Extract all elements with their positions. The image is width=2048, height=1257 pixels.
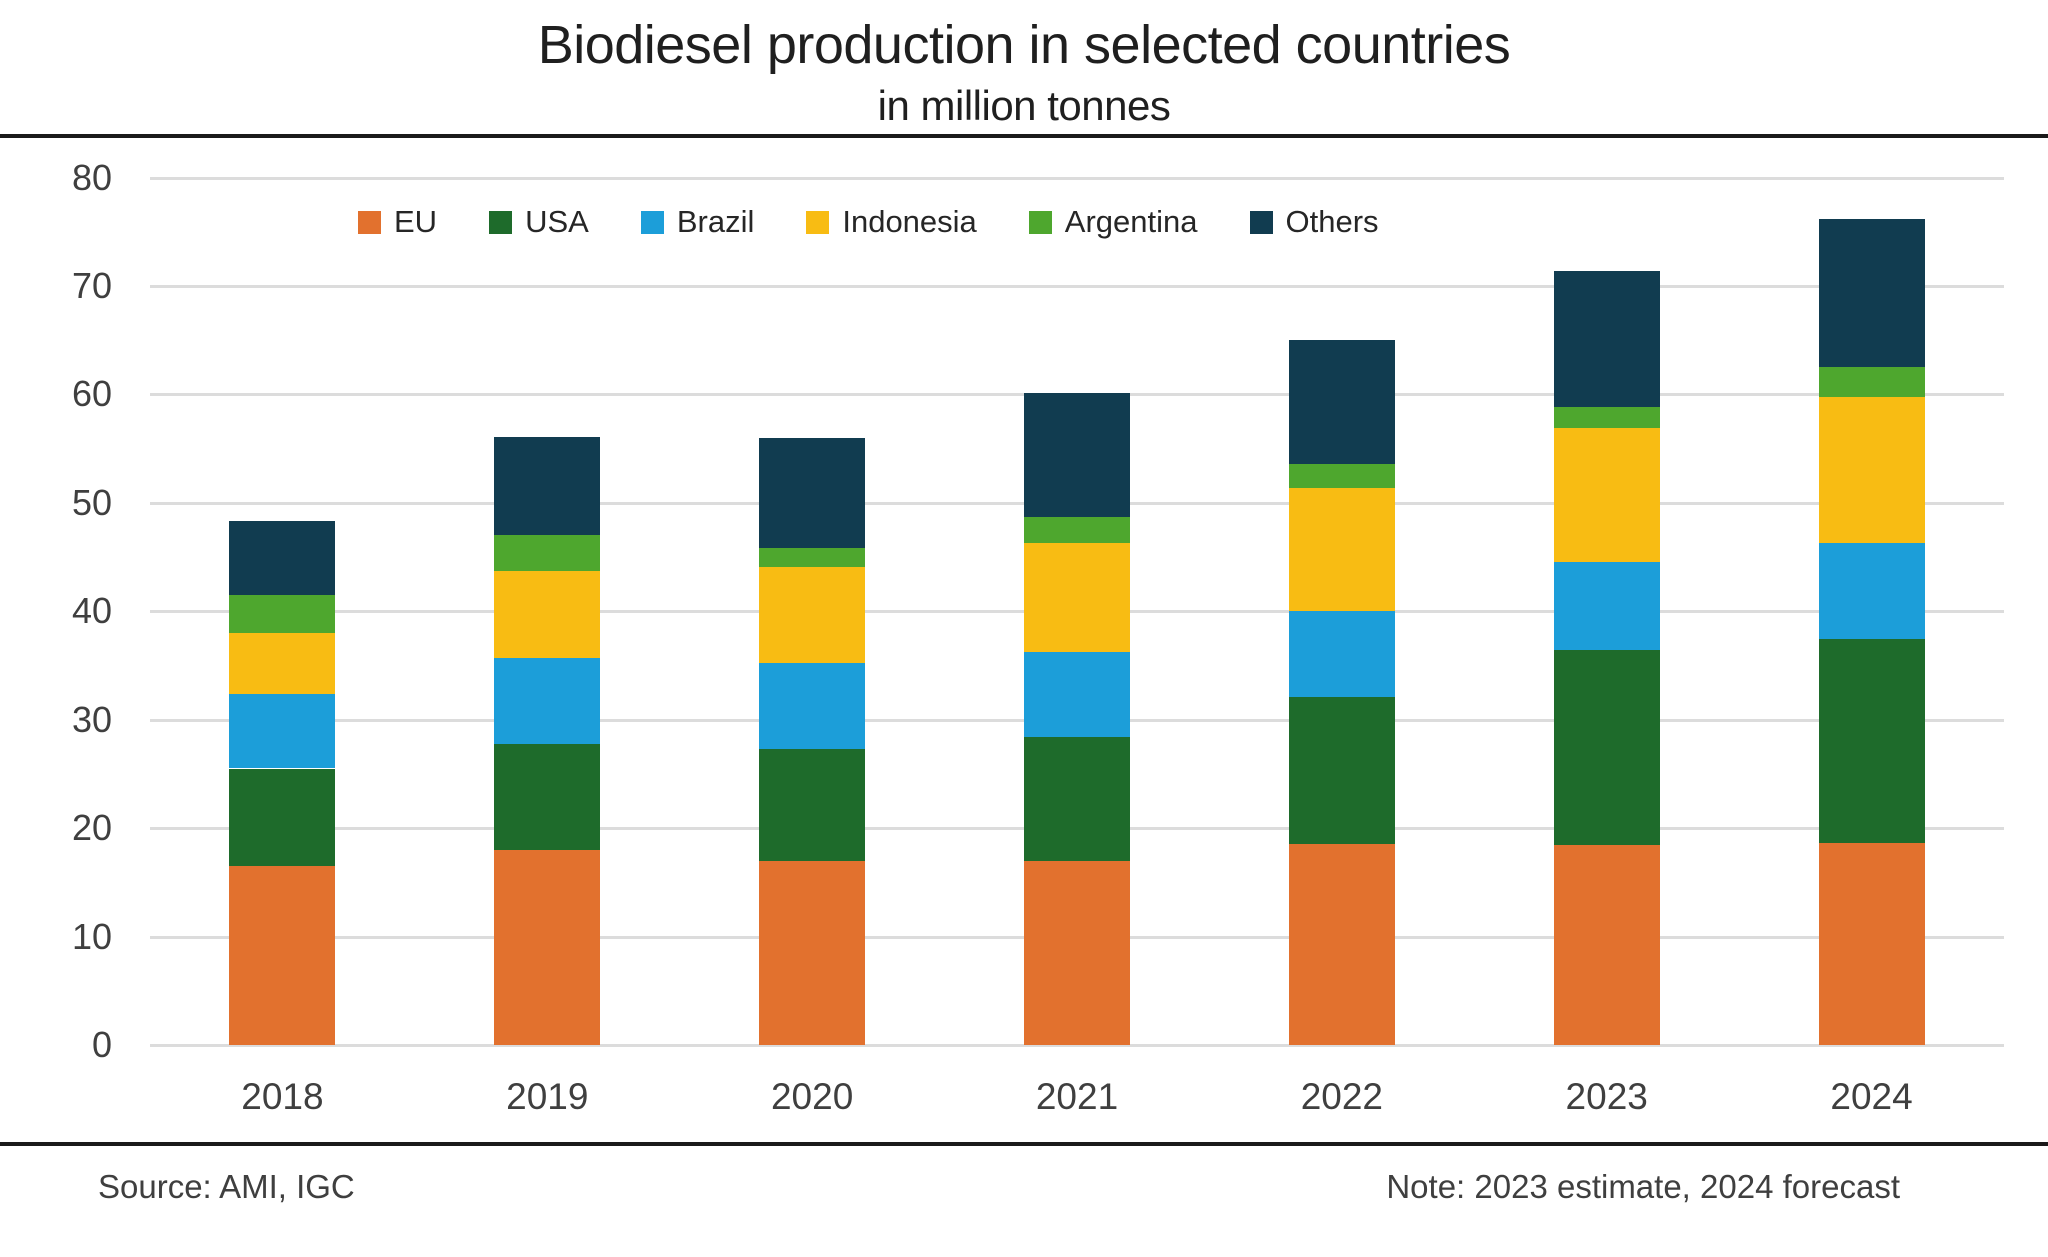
bar-segment-2019-others <box>494 436 601 536</box>
chart-subtitle: in million tonnes <box>877 82 1171 129</box>
gridline-y0 <box>150 1044 2004 1047</box>
legend-label-others: Others <box>1285 204 1379 239</box>
bar-segment-2021-brazil <box>1024 652 1130 738</box>
bar-segment-2018-argentina <box>229 595 336 633</box>
legend-item-indonesia: Indonesia <box>806 204 977 240</box>
legend-item-eu: EU <box>358 204 437 240</box>
legend-swatch-eu <box>358 210 381 234</box>
legend-item-brazil: Brazil <box>640 204 755 240</box>
bar-segment-2021-others <box>1024 393 1130 517</box>
gridline-y80 <box>150 176 2004 180</box>
bar-segment-2022-argentina <box>1288 463 1395 488</box>
x-axis-label-2020: 2020 <box>770 1076 854 1117</box>
y-axis-label: 70 <box>71 264 112 306</box>
bar-segment-2024-brazil <box>1818 542 1925 640</box>
y-axis-label: 60 <box>71 373 112 415</box>
legend-item-argentina: Argentina <box>1028 204 1198 240</box>
y-axis-label: 80 <box>71 156 112 198</box>
bar-segment-2023-argentina <box>1553 407 1660 429</box>
bar-segment-2024-others <box>1818 218 1925 368</box>
bar-segment-2022-others <box>1288 340 1395 464</box>
bar-segment-2022-indonesia <box>1288 487 1395 612</box>
legend-label-usa: USA <box>525 204 589 239</box>
bar-segment-2022-usa <box>1288 696 1395 845</box>
bar-segment-2023-others <box>1553 270 1660 408</box>
bar-segment-2022-eu <box>1288 844 1395 1045</box>
legend-label-argentina: Argentina <box>1064 204 1198 239</box>
bar-segment-2023-eu <box>1553 845 1660 1045</box>
chart-header: Biodiesel production in selected countri… <box>0 0 2048 130</box>
bar-segment-2024-eu <box>1818 843 1925 1045</box>
legend-item-usa: USA <box>489 204 589 240</box>
bar-segment-2021-argentina <box>1024 516 1130 543</box>
x-axis-label-2021: 2021 <box>1035 1076 1119 1117</box>
bar-segment-2018-usa <box>229 768 336 867</box>
bar-segment-2019-indonesia <box>494 571 601 658</box>
chart-title: Biodiesel production in selected countri… <box>537 15 1511 75</box>
bar-segment-2019-argentina <box>494 535 601 572</box>
y-axis-label: 0 <box>91 1024 112 1065</box>
x-axis-label-2018: 2018 <box>241 1076 324 1117</box>
bar-segment-2024-argentina <box>1818 367 1925 397</box>
footer-divider-line <box>0 1142 2048 1146</box>
legend-label-indonesia: Indonesia <box>842 204 977 239</box>
y-axis-label: 10 <box>71 915 112 957</box>
bar-segment-2018-eu <box>229 866 336 1045</box>
source-note: Source: AMI, IGC <box>98 1168 355 1205</box>
y-axis-label: 40 <box>71 590 112 632</box>
bar-segment-2023-brazil <box>1553 562 1660 651</box>
bar-segment-2019-usa <box>494 743 601 850</box>
legend-swatch-argentina <box>1028 210 1052 234</box>
forecast-note: Note: 2023 estimate, 2024 forecast <box>1386 1168 1900 1205</box>
bar-segment-2024-usa <box>1818 639 1925 844</box>
x-axis-label-2023: 2023 <box>1565 1076 1648 1117</box>
legend-label-brazil: Brazil <box>676 204 755 239</box>
bar-segment-2019-brazil <box>494 657 601 744</box>
bar-segment-2018-indonesia <box>229 632 336 694</box>
bar-segment-2023-usa <box>1553 650 1660 846</box>
bar-segment-2022-brazil <box>1288 611 1395 697</box>
bar-segment-2024-indonesia <box>1818 396 1925 543</box>
x-axis-label-2019: 2019 <box>506 1076 589 1117</box>
bar-segment-2020-indonesia <box>759 566 866 664</box>
bar-segment-2021-usa <box>1024 737 1130 861</box>
header-divider-line <box>0 134 2048 138</box>
bar-segment-2018-others <box>229 521 336 595</box>
bar-segment-2020-others <box>759 437 866 549</box>
x-axis-label-2024: 2024 <box>1830 1076 1913 1117</box>
bar-segment-2023-indonesia <box>1553 428 1660 563</box>
bar-segment-2018-brazil <box>229 693 336 769</box>
bar-segment-2020-brazil <box>759 663 866 749</box>
bar-segment-2021-eu <box>1024 860 1130 1045</box>
legend-swatch-indonesia <box>806 210 830 234</box>
bar-segment-2020-eu <box>759 860 866 1045</box>
bar-segment-2020-usa <box>759 748 866 861</box>
y-axis-label: 50 <box>71 481 112 523</box>
legend-item-others: Others <box>1249 204 1379 240</box>
gridline-y70 <box>150 284 2004 288</box>
legend-label-eu: EU <box>394 204 438 239</box>
bar-segment-2021-indonesia <box>1024 542 1130 653</box>
bar-segment-2020-argentina <box>759 548 866 567</box>
y-axis-label: 30 <box>71 698 112 740</box>
x-axis-label-2022: 2022 <box>1300 1076 1383 1117</box>
legend: EU USA Brazil Indonesia Argentina Others <box>358 204 1379 240</box>
legend-swatch-usa <box>489 210 513 234</box>
bar-segment-2019-eu <box>494 849 601 1045</box>
legend-swatch-brazil <box>640 210 664 234</box>
y-axis-label: 20 <box>71 807 112 849</box>
legend-swatch-others <box>1249 210 1273 234</box>
